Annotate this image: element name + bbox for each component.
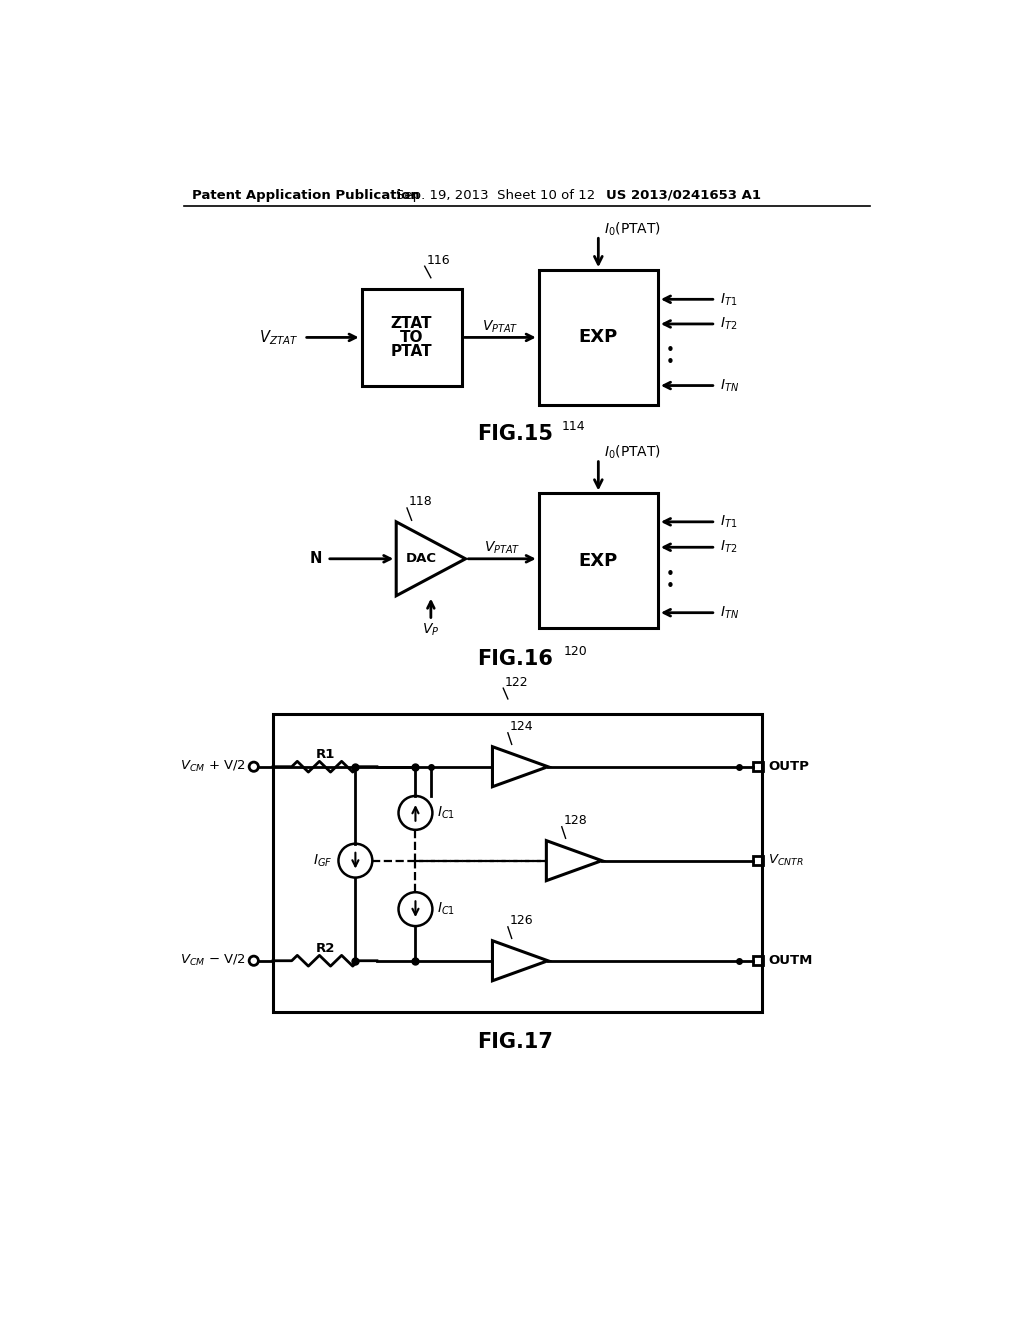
Text: 120: 120 [563, 644, 587, 657]
Text: $I_{GF}$: $I_{GF}$ [313, 853, 333, 869]
Text: 126: 126 [509, 915, 534, 927]
Text: FIG.17: FIG.17 [477, 1032, 554, 1052]
Text: 114: 114 [562, 420, 586, 433]
Text: OUTP: OUTP [768, 760, 809, 774]
Text: PTAT: PTAT [391, 343, 432, 359]
Text: N: N [309, 552, 322, 566]
Bar [273, 714, 762, 1011]
Text: Sep. 19, 2013  Sheet 10 of 12: Sep. 19, 2013 Sheet 10 of 12 [396, 189, 596, 202]
Text: $I_{TN}$: $I_{TN}$ [720, 378, 739, 393]
Text: FIG.16: FIG.16 [477, 649, 554, 669]
Text: $I_{T2}$: $I_{T2}$ [720, 315, 737, 333]
Text: EXP: EXP [579, 329, 617, 346]
Text: OUTM: OUTM [768, 954, 812, 968]
Bar [361, 289, 462, 385]
Text: $V_{PTAT}$: $V_{PTAT}$ [482, 318, 518, 335]
Text: ZTAT: ZTAT [391, 315, 432, 331]
Text: 118: 118 [409, 495, 432, 508]
Text: TO: TO [399, 330, 423, 345]
Text: $V_P$: $V_P$ [422, 622, 439, 638]
Text: $V_{PTAT}$: $V_{PTAT}$ [483, 540, 520, 556]
Bar [539, 494, 658, 628]
Text: •: • [666, 579, 675, 594]
Text: •: • [666, 343, 675, 359]
Text: $I_{C1}$: $I_{C1}$ [437, 902, 455, 917]
Text: $V_{ZTAT}$: $V_{ZTAT}$ [259, 329, 298, 347]
Text: 116: 116 [427, 255, 451, 268]
Bar [753, 956, 763, 965]
Text: $I_{TN}$: $I_{TN}$ [720, 605, 739, 620]
Text: 124: 124 [509, 721, 534, 733]
Bar [539, 271, 658, 405]
Text: $I_{T2}$: $I_{T2}$ [720, 539, 737, 556]
Text: DAC: DAC [406, 552, 436, 565]
Text: FIG.15: FIG.15 [477, 424, 554, 444]
Text: 122: 122 [505, 676, 528, 689]
Text: $V_{CNTR}$: $V_{CNTR}$ [768, 853, 804, 869]
Text: US 2013/0241653 A1: US 2013/0241653 A1 [606, 189, 762, 202]
Text: R2: R2 [315, 942, 335, 954]
Bar [753, 762, 763, 771]
Text: $I_{T1}$: $I_{T1}$ [720, 292, 737, 308]
Text: $I_{T1}$: $I_{T1}$ [720, 513, 737, 531]
Text: EXP: EXP [579, 552, 617, 570]
Text: 128: 128 [563, 814, 587, 828]
Text: Patent Application Publication: Patent Application Publication [193, 189, 420, 202]
Text: $I_0$(PTAT): $I_0$(PTAT) [604, 444, 662, 461]
Text: $I_{C1}$: $I_{C1}$ [437, 805, 455, 821]
Text: •: • [666, 355, 675, 370]
Bar [753, 857, 763, 866]
Text: •: • [666, 566, 675, 582]
Text: $I_0$(PTAT): $I_0$(PTAT) [604, 220, 662, 238]
Text: $V_{CM}$ − V/2: $V_{CM}$ − V/2 [180, 953, 246, 969]
Text: R1: R1 [315, 748, 335, 760]
Text: $V_{CM}$ + V/2: $V_{CM}$ + V/2 [180, 759, 246, 775]
